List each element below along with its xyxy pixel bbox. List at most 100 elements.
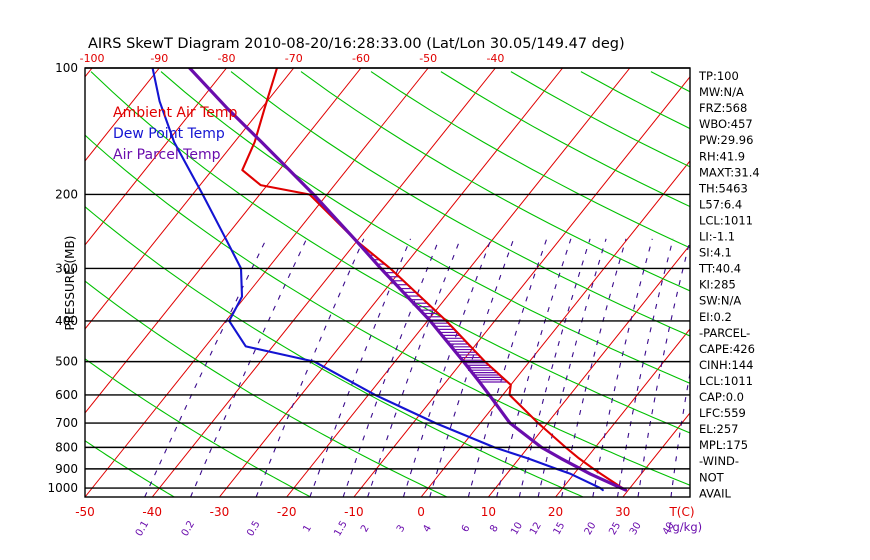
bottom-temp-tick: 0 <box>417 505 425 519</box>
stats-panel: TP:100 MW:N/A FRZ:568 WBO:457 PW:29.96 RH:41.… <box>698 69 760 500</box>
dry-adiabat-line <box>85 206 584 497</box>
mixing-ratio-tick: 8 <box>488 523 501 534</box>
dry-adiabat-line <box>90 71 690 434</box>
stat-row: PW:29.96 <box>699 133 753 147</box>
mixing-ratio-line <box>144 238 267 497</box>
stat-row: AVAIL <box>699 486 732 500</box>
isotherm-line <box>219 68 564 497</box>
stat-row: CINH:144 <box>699 358 754 372</box>
mixing-ratio-line <box>309 238 412 497</box>
stat-row: -PARCEL- <box>699 326 750 340</box>
dry-adiabat-line <box>230 71 690 337</box>
pressure-tick-label: 100 <box>55 61 78 75</box>
grid-lines-group <box>85 68 690 497</box>
legend-item: Dew Point Temp <box>113 126 225 142</box>
mixing-ratio-line <box>637 238 690 497</box>
x-axis-label-mixing: (g/kg) <box>668 520 702 534</box>
stat-row: TH:5463 <box>698 181 748 195</box>
stat-row: MW:N/A <box>699 85 744 99</box>
stat-row: LFC:559 <box>699 406 746 420</box>
mixing-ratio-line <box>255 238 365 497</box>
stat-row: TP:100 <box>698 69 739 83</box>
stat-row: RH:41.9 <box>699 149 745 163</box>
mixing-ratio-tick: 4 <box>421 523 434 534</box>
isotherm-line <box>420 160 690 497</box>
x-axis-label-temp: T(C) <box>668 505 694 519</box>
isotherm-line <box>85 68 227 246</box>
isotherm-line <box>353 76 690 497</box>
sounding-curve <box>151 68 604 492</box>
mixing-ratio-line <box>670 370 690 497</box>
mixing-ratio-line <box>342 238 440 497</box>
stat-row: SI:4.1 <box>699 246 732 260</box>
dry-adiabat-line <box>85 134 690 486</box>
legend-group: Ambient Air Temp Dew Point Temp Air Parcel… <box>113 105 238 163</box>
dry-adiabat-line <box>300 71 690 292</box>
y-axis-label: PRESSURE (MB) <box>63 236 77 331</box>
legend-item: Air Parcel Temp <box>113 147 221 163</box>
isotherm-line <box>286 68 631 497</box>
stat-row: L57:6.4 <box>699 197 742 211</box>
pressure-tick-label: 200 <box>55 187 78 201</box>
stat-row: SW:N/A <box>699 294 741 308</box>
isotherm-line <box>151 68 496 497</box>
dry-adiabat-line <box>85 280 448 497</box>
bottom-temp-tick: -50 <box>75 505 95 519</box>
dry-adiabat-line <box>370 71 690 249</box>
mixing-ratio-line <box>190 238 308 497</box>
stat-row: TT:40.4 <box>698 262 741 276</box>
pressure-tick-label: 600 <box>55 388 78 402</box>
plot-frame <box>84 67 691 498</box>
isotherm-line <box>85 68 295 330</box>
pressure-tick-label: 900 <box>55 462 78 476</box>
stat-row: LI:-1.1 <box>699 230 735 244</box>
stat-row: WBO:457 <box>699 117 753 131</box>
top-temp-tick: -50 <box>419 52 437 65</box>
page-title: AIRS SkewT Diagram 2010-08-20/16:28:33.0… <box>88 36 625 52</box>
pressure-tick-label: 300 <box>55 261 78 275</box>
top-temperature-ticks: -100 -90 -80 -70 -60 -50 -40 <box>80 52 505 65</box>
mixing-ratio-line <box>518 238 591 497</box>
top-temp-tick: -90 <box>150 52 168 65</box>
mixing-ratio-line <box>402 238 492 497</box>
dry-adiabat-line <box>85 440 175 497</box>
bottom-temperature-labels: -50 -40 -30 -20 -10 0 10 20 30 <box>75 505 630 519</box>
bottom-temp-tick: 10 <box>481 505 496 519</box>
dry-adiabat-line <box>85 358 311 497</box>
mixing-ratio-line <box>467 238 548 497</box>
mixing-ratio-line <box>429 238 515 497</box>
isotherm-line <box>555 328 690 497</box>
mixing-ratio-tick: 1 <box>301 523 314 534</box>
mixing-ratio-line <box>537 238 607 497</box>
bottom-temp-tick: 20 <box>548 505 563 519</box>
pressure-tick-label: 400 <box>55 314 78 328</box>
pressure-tick-label: 800 <box>55 440 78 454</box>
mixing-ratio-tick: 6 <box>460 523 473 534</box>
pressure-axis-labels: 100 200 300 400 500 600 700 800 900 1000 <box>47 61 78 495</box>
bottom-temp-tick: -20 <box>277 505 297 519</box>
bottom-temp-tick: -10 <box>344 505 364 519</box>
bottom-temp-tick: -30 <box>210 505 230 519</box>
top-temp-tick: -80 <box>218 52 236 65</box>
top-temp-tick: -100 <box>80 52 105 65</box>
bottom-temp-tick: -40 <box>142 505 162 519</box>
mixing-ratio-line <box>496 238 572 497</box>
isotherm-line <box>85 68 429 497</box>
mixing-ratio-tick: 3 <box>395 523 408 534</box>
legend-item: Ambient Air Temp <box>113 105 238 121</box>
isotherm-line <box>487 244 690 497</box>
isotherm-line <box>85 68 160 162</box>
stat-row: MAXT:31.4 <box>699 165 760 179</box>
pressure-tick-label: 700 <box>55 416 78 430</box>
dry-adiabat-line <box>160 71 690 384</box>
mixing-ratio-line <box>616 238 674 497</box>
stat-row: KI:285 <box>699 278 736 292</box>
mixing-ratio-line <box>367 238 461 497</box>
stat-row: MPL:175 <box>699 438 748 452</box>
stat-row: LCL:1011 <box>699 213 753 227</box>
top-temp-tick: -40 <box>486 52 504 65</box>
stat-row: FRZ:568 <box>699 101 747 115</box>
bottom-temp-tick: 30 <box>615 505 630 519</box>
